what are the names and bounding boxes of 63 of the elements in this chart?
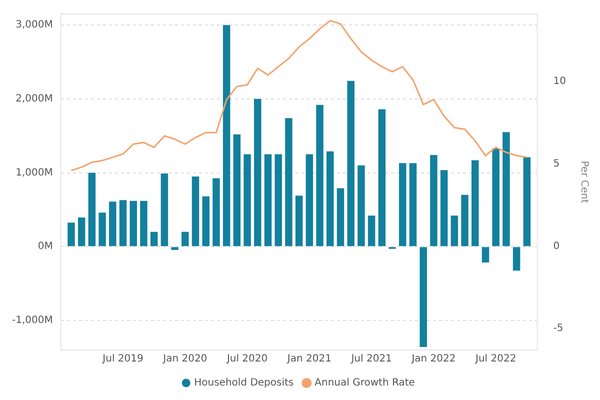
bar (336, 188, 344, 246)
y-tick-label: 1,000M (16, 167, 53, 178)
bar (78, 217, 86, 246)
bar (254, 98, 262, 246)
bar (502, 132, 510, 246)
bar (440, 170, 448, 246)
bar (182, 232, 189, 246)
bar (109, 202, 116, 246)
y-tick-label: 0M (38, 241, 53, 252)
x-tick-label: Jan 2020 (162, 354, 208, 365)
x-tick-label: Jul 2021 (350, 354, 392, 365)
bar (192, 176, 200, 246)
bar (409, 163, 417, 246)
bar (472, 160, 479, 246)
legend-label: Annual Growth Rate (314, 378, 415, 389)
bar (512, 247, 520, 271)
bar (202, 196, 210, 246)
bar (171, 247, 178, 250)
x-tick-label: Jul 2020 (226, 354, 268, 365)
bar (378, 109, 386, 246)
y2-tick-label: 10 (553, 76, 566, 88)
y-tick-label: 3,000M (16, 20, 53, 31)
bar (222, 25, 230, 246)
bar (306, 154, 314, 246)
y2-tick-label: -5 (553, 323, 564, 334)
y-tick-label: 2,000M (16, 94, 53, 105)
bar (295, 196, 303, 246)
bar (368, 216, 376, 246)
x-tick-label: Jul 2022 (474, 354, 516, 365)
bar (88, 172, 96, 246)
bar (420, 247, 427, 348)
y-tick-label: -1,000M (12, 315, 53, 326)
x-tick-label: Jul 2019 (102, 354, 144, 365)
bar (130, 200, 137, 246)
bar (523, 157, 531, 246)
bar (244, 154, 251, 246)
bar (98, 212, 106, 246)
bar (140, 200, 148, 246)
bar (68, 222, 75, 246)
bar (461, 194, 468, 246)
bar (212, 178, 220, 246)
bar (492, 148, 500, 246)
bar (358, 165, 365, 246)
bar (316, 104, 324, 246)
bar (326, 151, 334, 246)
bar (285, 118, 292, 246)
bar (264, 154, 272, 246)
bar (119, 200, 127, 246)
bar (150, 232, 158, 246)
bar (233, 134, 241, 246)
x-tick-label: Jan 2021 (286, 354, 332, 365)
x-tick-label: Jan 2022 (410, 354, 456, 365)
y2-tick-label: 5 (553, 158, 560, 170)
bar (430, 155, 438, 246)
y2-axis-title: Per Cent (578, 160, 590, 204)
y2-tick-label: 0 (553, 240, 560, 252)
bar (160, 174, 168, 246)
bar (399, 163, 406, 246)
bar (482, 247, 490, 262)
bar (347, 80, 354, 246)
legend-label: Household Deposits (194, 378, 294, 389)
bar (274, 154, 282, 246)
bar (450, 216, 458, 246)
